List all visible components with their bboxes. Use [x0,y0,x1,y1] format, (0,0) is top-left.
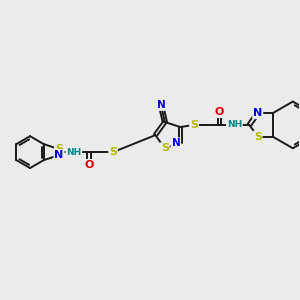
Text: S: S [190,120,198,130]
Text: O: O [215,107,224,117]
Text: S: S [161,143,169,153]
Text: S: S [109,147,117,157]
Text: S: S [55,144,63,154]
Text: S: S [254,132,262,142]
Text: N: N [253,108,262,118]
Text: N: N [172,138,180,148]
Text: N: N [54,150,64,160]
Text: N: N [157,100,166,110]
Text: O: O [84,160,93,170]
Text: NH: NH [227,120,242,129]
Text: NH: NH [66,148,82,157]
